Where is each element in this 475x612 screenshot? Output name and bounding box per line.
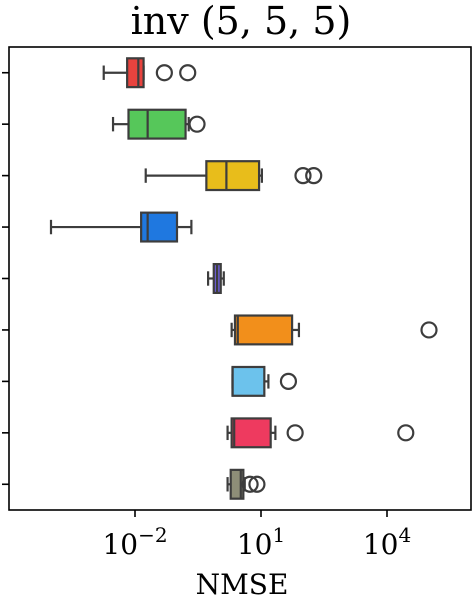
outlier-point: [397, 424, 415, 442]
plot-area: [49, 57, 438, 500]
x-axis: 10−2 101 104: [2, 46, 472, 561]
box-iqr: [126, 57, 145, 89]
outlier-point: [241, 475, 259, 493]
box-group-4: [49, 211, 193, 243]
outlier-point: [155, 64, 173, 82]
box-iqr: [127, 108, 187, 140]
outlier-point: [286, 424, 304, 442]
box-group-9: [226, 468, 266, 500]
x-tick-label: 10−2: [102, 523, 167, 561]
x-tick-label: 104: [363, 523, 411, 561]
box-group-2: [111, 108, 206, 140]
x-axis-label: NMSE: [196, 568, 289, 601]
box-group-8: [226, 417, 415, 449]
box-iqr: [233, 314, 294, 346]
box-group-7: [231, 365, 298, 397]
box-group-3: [144, 160, 323, 192]
outlier-point: [294, 167, 312, 185]
outlier-point: [188, 115, 206, 133]
box-group-5: [206, 262, 225, 295]
box-iqr: [205, 160, 261, 192]
x-tick-label: 101: [237, 523, 285, 561]
box-iqr: [140, 211, 179, 243]
outlier-point: [279, 372, 298, 390]
outlier-point: [248, 475, 266, 493]
box-group-1: [102, 57, 197, 89]
outlier-point: [179, 64, 197, 82]
outlier-point: [305, 167, 323, 185]
box-iqr: [231, 365, 266, 397]
outlier-point: [420, 321, 438, 339]
chart-title: inv (5, 5, 5): [131, 0, 352, 43]
box-iqr: [230, 417, 272, 449]
box-group-6: [230, 314, 438, 346]
